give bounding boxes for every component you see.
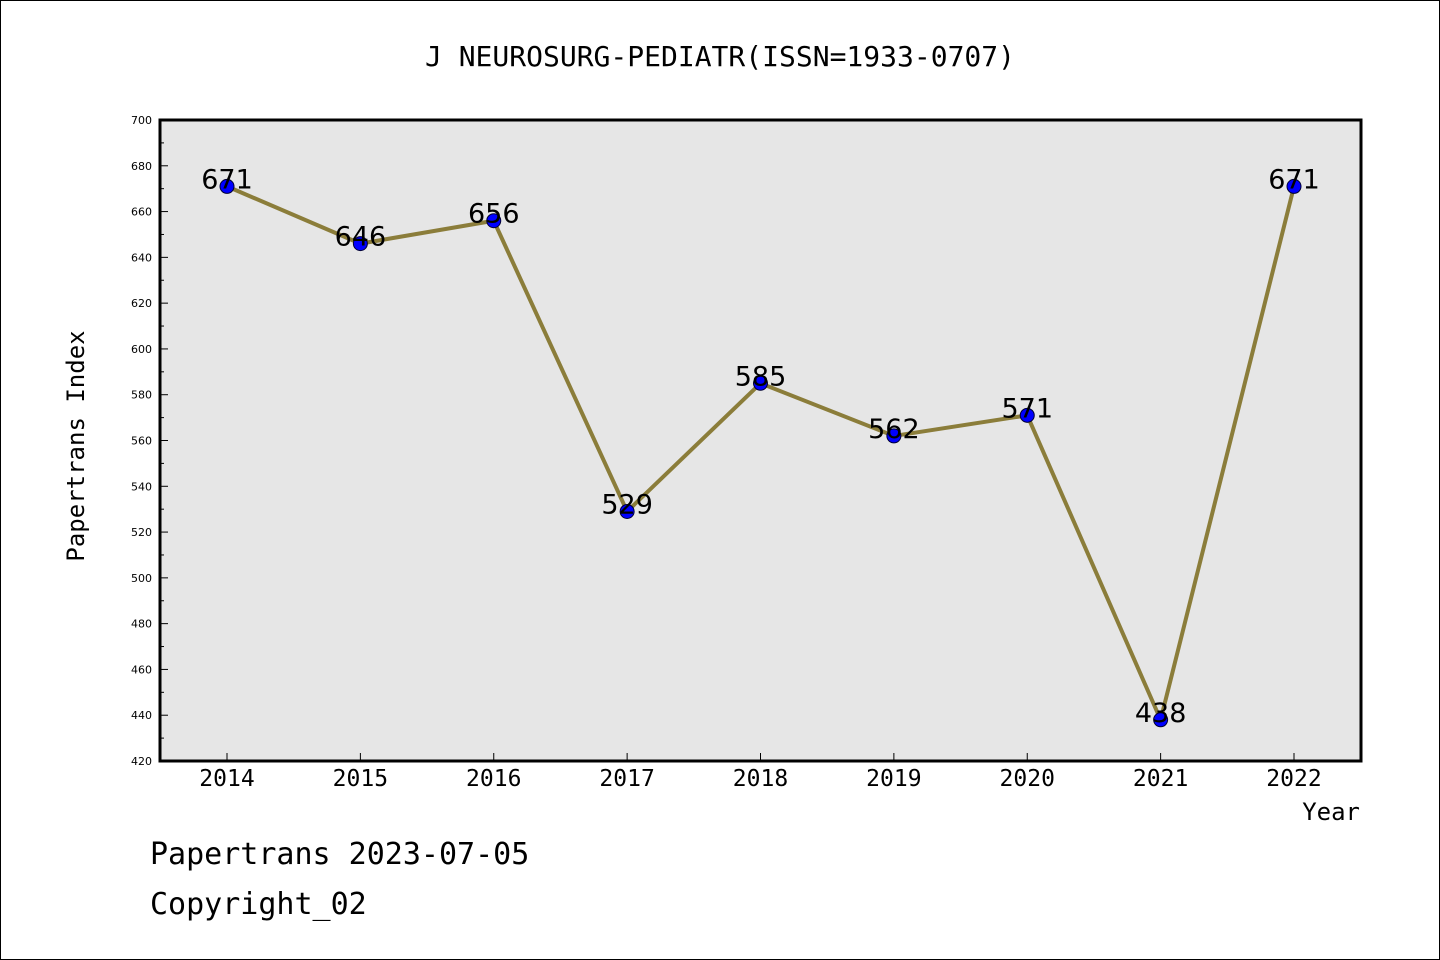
data-label: 585 (735, 361, 787, 392)
x-tick-label: 2015 (333, 766, 388, 792)
y-tick-label: 500 (131, 572, 152, 585)
data-label: 656 (468, 199, 520, 230)
x-tick-label: 2017 (599, 766, 654, 792)
y-tick-label: 680 (131, 160, 152, 173)
data-point (352, 236, 368, 252)
y-tick-label: 440 (131, 709, 152, 722)
y-tick-label: 580 (131, 389, 152, 402)
x-axis: 2014 2015 2016 2017 2018 2019 2020 2021 2022 (199, 753, 1322, 792)
data-label: 438 (1135, 698, 1187, 729)
y-tick-label: 480 (131, 618, 152, 631)
x-tick-label: 2014 (199, 766, 254, 792)
plot-border (158, 118, 1363, 763)
footer-date: Papertrans 2023-07-05 (150, 837, 529, 872)
x-tick-label: 2021 (1133, 766, 1188, 792)
data-label: 529 (601, 489, 653, 520)
data-label: 671 (201, 164, 253, 195)
data-label: 562 (868, 414, 920, 445)
footer-copyright: Copyright_02 (150, 887, 367, 922)
y-tick-label: 420 (131, 755, 152, 768)
data-point (219, 178, 235, 194)
y-tick-label: 700 (131, 114, 152, 127)
data-label: 671 (1268, 164, 1320, 195)
data-point (886, 428, 902, 444)
data-label: 646 (335, 222, 387, 253)
chart-title: J NEUROSURG-PEDIATR(ISSN=1933-0707) (425, 40, 1015, 73)
data-point (1019, 407, 1035, 423)
data-labels: 671 646 656 529 585 562 571 438 671 (201, 164, 1320, 728)
x-tick-label: 2020 (1000, 766, 1055, 792)
data-point (619, 503, 635, 519)
y-tick-label: 540 (131, 480, 152, 493)
data-point (486, 213, 502, 229)
x-tick-label: 2016 (466, 766, 521, 792)
data-label: 571 (1001, 393, 1053, 424)
data-point (753, 375, 768, 391)
y-axis-label: Papertrans Index (62, 330, 90, 561)
y-tick-label: 560 (131, 435, 152, 448)
data-point (1153, 712, 1169, 728)
y-tick-label: 660 (131, 206, 152, 219)
data-point (1286, 178, 1302, 194)
y-tick-label: 600 (131, 343, 152, 356)
x-tick-label: 2018 (733, 766, 788, 792)
data-markers (219, 178, 1302, 728)
y-tick-label: 620 (131, 297, 152, 310)
x-axis-label: Year (1302, 798, 1360, 826)
y-tick-label: 640 (131, 251, 152, 264)
y-tick-label: 520 (131, 526, 152, 539)
y-tick-label: 460 (131, 663, 152, 676)
plot-area (160, 120, 1361, 761)
x-tick-label: 2022 (1266, 766, 1321, 792)
x-tick-label: 2019 (866, 766, 921, 792)
